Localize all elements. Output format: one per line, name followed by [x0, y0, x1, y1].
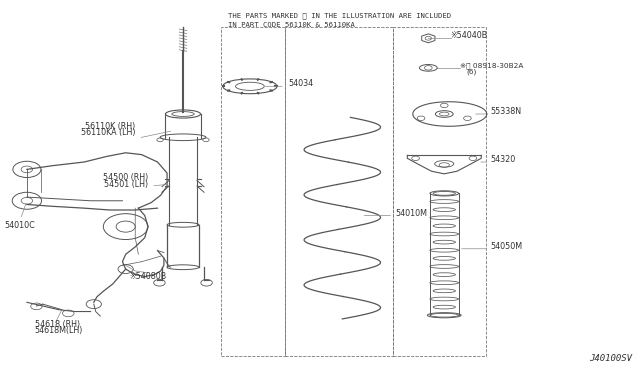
Text: J40100SV: J40100SV	[589, 354, 632, 363]
Text: THE PARTS MARKED ※ IN THE ILLUSTRATION ARE INCLUDED
IN PART CODE 56110K & 56110K: THE PARTS MARKED ※ IN THE ILLUSTRATION A…	[228, 13, 451, 28]
Text: 56110KA (LH): 56110KA (LH)	[81, 128, 135, 137]
Text: (6): (6)	[467, 69, 477, 75]
Text: 54320: 54320	[491, 155, 516, 164]
Text: 54010M: 54010M	[395, 209, 427, 218]
Text: 54618 (RH): 54618 (RH)	[35, 320, 79, 329]
Text: 55338N: 55338N	[491, 107, 522, 116]
Text: 56110K (RH): 56110K (RH)	[85, 122, 135, 131]
Text: 54501 (LH): 54501 (LH)	[104, 180, 148, 189]
Text: ※54080B: ※54080B	[129, 272, 166, 281]
Text: ※54040B: ※54040B	[451, 31, 488, 40]
Text: 54618M(LH): 54618M(LH)	[35, 326, 83, 334]
Text: 54050M: 54050M	[491, 242, 523, 251]
Text: 54500 (RH): 54500 (RH)	[102, 173, 148, 182]
Text: 54010C: 54010C	[4, 221, 35, 231]
Text: 54034: 54034	[288, 79, 313, 88]
Text: ※Ⓝ 08918-30B2A: ※Ⓝ 08918-30B2A	[460, 63, 524, 70]
